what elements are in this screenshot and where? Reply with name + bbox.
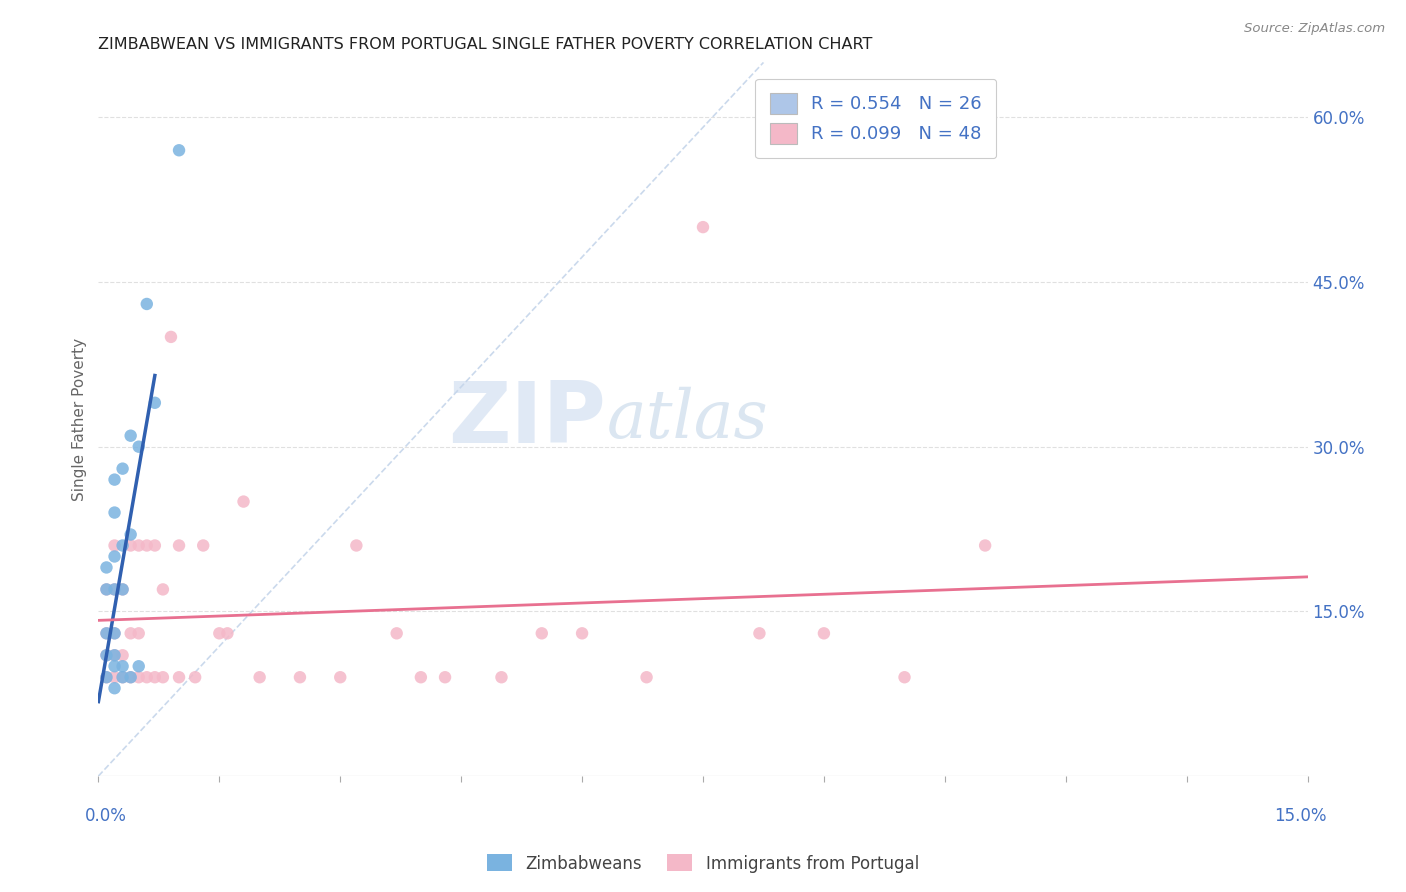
- Point: [103, 539, 125, 553]
- Point: [344, 539, 367, 553]
- Point: [103, 506, 125, 520]
- Point: [103, 659, 125, 673]
- Point: [111, 670, 134, 684]
- Point: [135, 670, 157, 684]
- Text: ZIMBABWEAN VS IMMIGRANTS FROM PORTUGAL SINGLE FATHER POVERTY CORRELATION CHART: ZIMBABWEAN VS IMMIGRANTS FROM PORTUGAL S…: [98, 37, 873, 52]
- Legend: R = 0.554   N = 26, R = 0.099   N = 48: R = 0.554 N = 26, R = 0.099 N = 48: [755, 78, 997, 158]
- Text: 15.0%: 15.0%: [1274, 807, 1327, 825]
- Point: [111, 670, 134, 684]
- Point: [103, 670, 125, 684]
- Point: [813, 626, 835, 640]
- Point: [143, 670, 166, 684]
- Point: [111, 582, 134, 597]
- Point: [96, 670, 118, 684]
- Point: [491, 670, 513, 684]
- Point: [143, 539, 166, 553]
- Point: [96, 582, 118, 597]
- Point: [329, 670, 352, 684]
- Point: [103, 648, 125, 663]
- Point: [103, 549, 125, 564]
- Point: [128, 670, 150, 684]
- Point: [103, 582, 125, 597]
- Point: [103, 582, 125, 597]
- Point: [120, 527, 142, 541]
- Point: [128, 659, 150, 673]
- Point: [167, 143, 190, 157]
- Point: [152, 670, 174, 684]
- Point: [96, 626, 118, 640]
- Point: [571, 626, 593, 640]
- Point: [103, 681, 125, 696]
- Point: [232, 494, 254, 508]
- Point: [103, 626, 125, 640]
- Point: [152, 582, 174, 597]
- Point: [103, 648, 125, 663]
- Text: Source: ZipAtlas.com: Source: ZipAtlas.com: [1244, 22, 1385, 36]
- Text: 0.0%: 0.0%: [84, 807, 127, 825]
- Point: [167, 670, 190, 684]
- Point: [120, 539, 142, 553]
- Point: [96, 670, 118, 684]
- Point: [96, 560, 118, 574]
- Point: [288, 670, 311, 684]
- Point: [160, 330, 183, 344]
- Text: ZIP: ZIP: [449, 377, 606, 461]
- Point: [748, 626, 770, 640]
- Legend: Zimbabweans, Immigrants from Portugal: Zimbabweans, Immigrants from Portugal: [481, 847, 925, 880]
- Point: [128, 440, 150, 454]
- Point: [120, 626, 142, 640]
- Point: [120, 428, 142, 442]
- Point: [184, 670, 207, 684]
- Point: [193, 539, 215, 553]
- Point: [96, 648, 118, 663]
- Point: [636, 670, 658, 684]
- Point: [120, 670, 142, 684]
- Point: [409, 670, 432, 684]
- Point: [111, 461, 134, 475]
- Y-axis label: Single Father Poverty: Single Father Poverty: [72, 338, 87, 500]
- Point: [974, 539, 997, 553]
- Point: [103, 473, 125, 487]
- Point: [111, 648, 134, 663]
- Point: [120, 670, 142, 684]
- Point: [103, 626, 125, 640]
- Point: [111, 582, 134, 597]
- Point: [96, 582, 118, 597]
- Point: [208, 626, 231, 640]
- Point: [143, 396, 166, 410]
- Point: [111, 659, 134, 673]
- Point: [434, 670, 457, 684]
- Point: [692, 220, 714, 235]
- Point: [135, 297, 157, 311]
- Point: [167, 539, 190, 553]
- Point: [893, 670, 915, 684]
- Point: [530, 626, 553, 640]
- Point: [249, 670, 271, 684]
- Text: atlas: atlas: [606, 386, 768, 452]
- Point: [128, 626, 150, 640]
- Point: [128, 539, 150, 553]
- Point: [217, 626, 239, 640]
- Point: [135, 539, 157, 553]
- Point: [111, 539, 134, 553]
- Point: [385, 626, 408, 640]
- Point: [96, 648, 118, 663]
- Point: [96, 626, 118, 640]
